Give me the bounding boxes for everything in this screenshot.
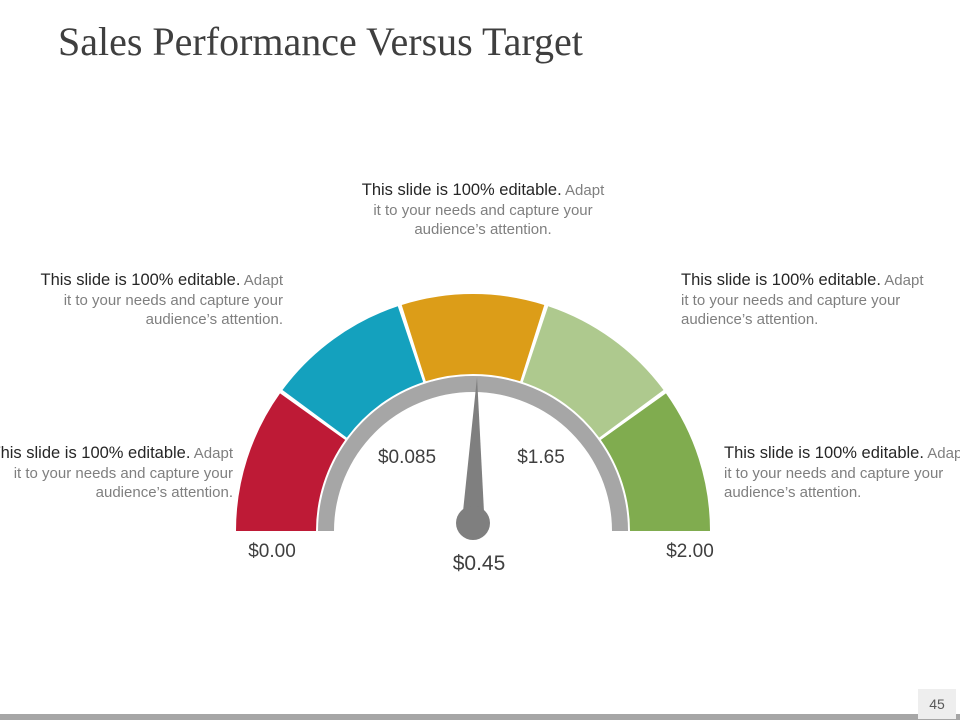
gauge-inner-track	[318, 376, 628, 531]
gauge-inner-left-label: $0.085	[377, 447, 437, 468]
footer-divider	[0, 714, 960, 720]
page-number: 45	[918, 689, 956, 719]
slide-title: Sales Performance Versus Target	[58, 19, 583, 64]
note-bottom-left: This slide is 100% editable. Adapt it to…	[0, 444, 233, 503]
gauge-needle-hub	[456, 506, 490, 540]
gauge-segment-1	[236, 393, 346, 531]
note-lead: This slide is 100% editable.	[361, 181, 562, 199]
gauge-needle-value: $0.45	[452, 552, 506, 575]
note-body: Adapt it to your needs and capture your …	[724, 445, 960, 501]
gauge-segment-5	[600, 393, 710, 531]
note-body: Adapt it to your needs and capture your …	[681, 272, 924, 328]
gauge-min-label: $0.00	[248, 541, 296, 562]
gauge-needle	[461, 377, 485, 532]
gauge-max-label: $2.00	[666, 541, 714, 562]
note-lead: This slide is 100% editable.	[40, 271, 241, 289]
note-upper-right: This slide is 100% editable. Adapt it to…	[681, 271, 931, 330]
gauge-segment-4	[522, 306, 664, 438]
gauge-segment-3	[401, 294, 545, 382]
note-lead: This slide is 100% editable.	[0, 444, 191, 462]
note-body: Adapt it to your needs and capture your …	[373, 182, 605, 238]
note-lead: This slide is 100% editable.	[681, 271, 881, 289]
note-body: Adapt it to your needs and capture your …	[63, 272, 283, 328]
note-lead: This slide is 100% editable.	[724, 444, 924, 462]
note-bottom-right: This slide is 100% editable. Adapt it to…	[724, 444, 960, 503]
gauge-segment-2	[282, 306, 424, 438]
note-top-center: This slide is 100% editable. Adapt it to…	[358, 181, 608, 240]
note-body: Adapt it to your needs and capture your …	[13, 445, 233, 501]
gauge-inner-right-label: $1.65	[517, 447, 565, 468]
note-upper-left: This slide is 100% editable. Adapt it to…	[33, 271, 284, 330]
